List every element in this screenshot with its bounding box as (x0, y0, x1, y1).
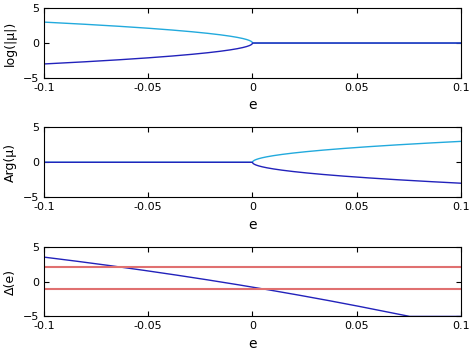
X-axis label: e: e (248, 337, 257, 351)
Y-axis label: Arg(μ): Arg(μ) (4, 143, 17, 182)
Y-axis label: log(|μ|): log(|μ|) (4, 20, 17, 66)
Y-axis label: Δ(e): Δ(e) (4, 268, 17, 295)
X-axis label: e: e (248, 218, 257, 231)
X-axis label: e: e (248, 98, 257, 112)
